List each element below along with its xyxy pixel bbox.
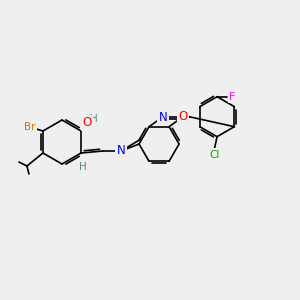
Text: F: F <box>229 92 235 102</box>
Text: Br: Br <box>24 122 36 132</box>
Text: N: N <box>159 111 167 124</box>
Text: Cl: Cl <box>210 150 220 160</box>
Text: O: O <box>178 110 188 123</box>
Text: H: H <box>90 114 98 124</box>
Text: N: N <box>117 145 125 158</box>
Text: O: O <box>82 116 92 130</box>
Text: H: H <box>79 162 87 172</box>
